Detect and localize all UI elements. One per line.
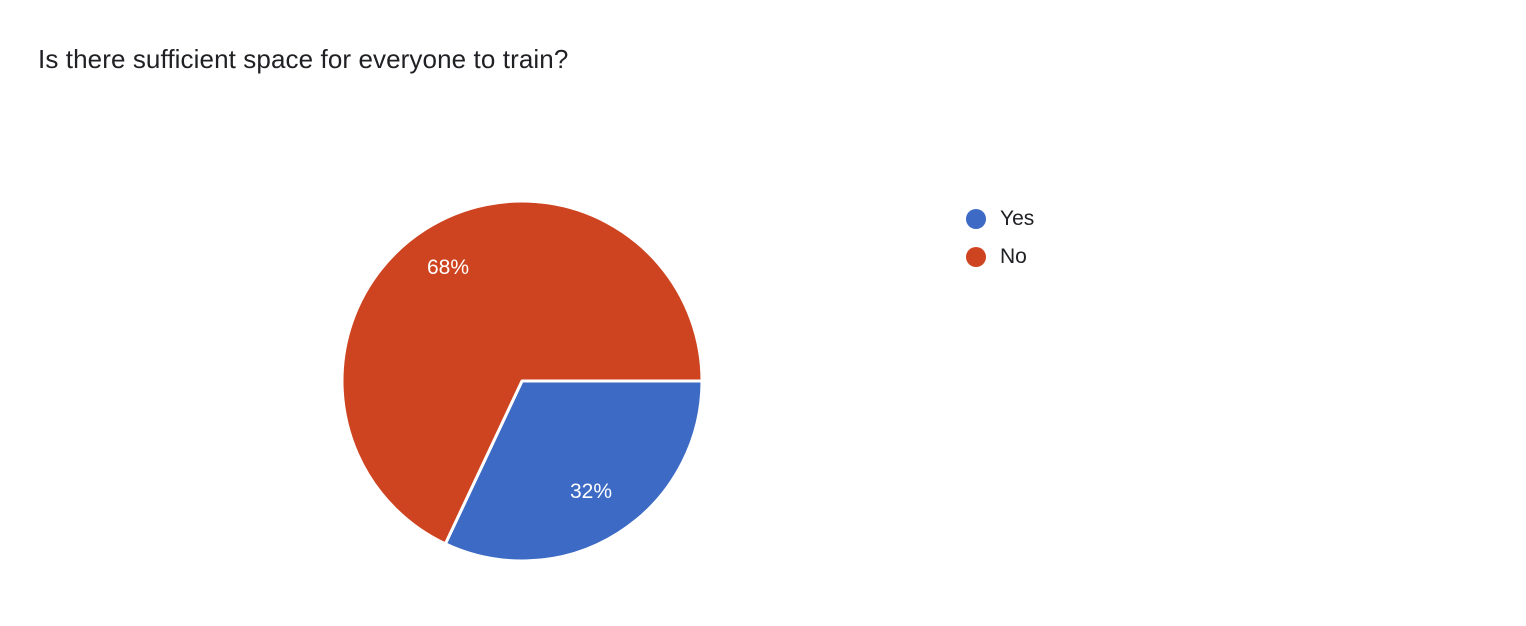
pie-chart-svg — [340, 199, 704, 563]
pie-slice-yes[interactable] — [443, 379, 704, 563]
chart-legend: Yes No — [966, 200, 1186, 276]
legend-item-label: Yes — [1000, 207, 1035, 230]
legend-item-label: No — [1000, 245, 1027, 268]
legend-dot-icon — [966, 209, 986, 229]
legend-dot-icon — [966, 247, 986, 267]
pie-slices-group — [340, 199, 704, 563]
pie-slice-no[interactable] — [340, 199, 704, 546]
legend-item-yes[interactable]: Yes — [966, 200, 1186, 238]
pie-chart-plot-area: 68% 32% — [340, 199, 704, 563]
chart-title: Is there sufficient space for everyone t… — [38, 44, 569, 74]
legend-item-no[interactable]: No — [966, 238, 1186, 276]
